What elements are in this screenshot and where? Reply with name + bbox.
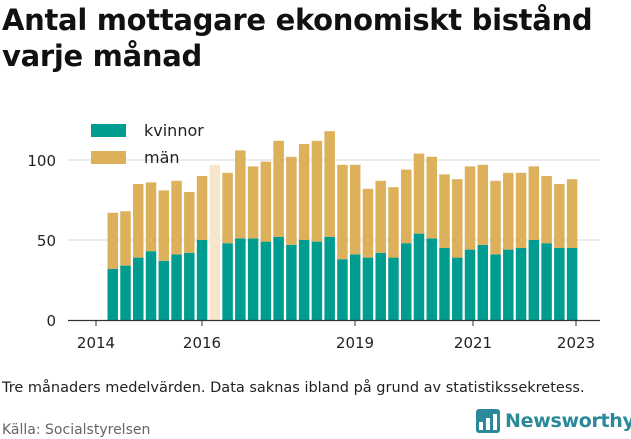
bar-man	[184, 192, 195, 253]
newsworthy-brand[interactable]: Newsworthy	[476, 409, 631, 433]
y-axis-labels: 0 50 100	[27, 152, 56, 330]
bar-man	[273, 140, 284, 237]
bar-man	[388, 187, 399, 258]
x-axis: 2014 2016 2019 2021 2023	[68, 319, 600, 352]
bar-kvinnor	[439, 248, 450, 320]
bar-kvinnor	[515, 248, 527, 320]
bar-man	[490, 180, 501, 255]
brand-name: Newsworthy	[505, 410, 631, 432]
legend-label: män	[144, 148, 180, 167]
legend-swatch	[91, 151, 126, 164]
y-tick-label: 0	[46, 312, 56, 330]
bar-kvinnor	[286, 244, 297, 320]
bar-kvinnor	[273, 236, 284, 320]
bar-kvinnor	[247, 238, 259, 320]
bar-man	[464, 166, 476, 250]
bar-man	[413, 153, 425, 234]
legend-label: kvinnor	[144, 121, 204, 140]
bar-kvinnor	[452, 257, 463, 320]
x-tick-label: 2019	[336, 334, 374, 352]
legend: kvinnor män	[91, 121, 204, 167]
bar-man	[247, 166, 259, 239]
bar-man	[515, 172, 527, 248]
bar-kvinnor	[133, 257, 144, 320]
bar-kvinnor	[337, 259, 348, 320]
bar-kvinnor	[388, 257, 399, 320]
bar-man	[375, 180, 386, 253]
bar-man	[503, 172, 514, 250]
bar-kvinnor	[324, 236, 335, 320]
bar-kvinnor	[107, 268, 118, 320]
bar-man	[362, 188, 374, 258]
bar-man	[158, 190, 170, 261]
bar-man	[298, 144, 310, 240]
bar-kvinnor	[222, 243, 233, 320]
y-tick-label: 100	[27, 152, 56, 170]
y-tick-label: 50	[37, 232, 56, 250]
x-tick-label: 2016	[183, 334, 221, 352]
bar-kvinnor	[311, 241, 323, 320]
bar-man	[235, 150, 246, 239]
newsworthy-logo-icon	[476, 409, 500, 433]
bar-man	[426, 156, 437, 239]
x-tick-label: 2014	[77, 334, 115, 352]
bar-man	[324, 131, 335, 237]
bar-kvinnor	[490, 254, 501, 320]
bar-man	[311, 140, 323, 242]
bar-man	[400, 169, 412, 244]
bar-man	[133, 184, 144, 258]
bar-kvinnor	[477, 244, 489, 320]
bar-kvinnor	[566, 248, 578, 320]
bar-kvinnor	[375, 252, 386, 320]
x-tick-label: 2023	[557, 334, 595, 352]
bar-kvinnor	[196, 240, 208, 320]
missing-data-bars	[209, 164, 221, 320]
bar-kvinnor	[349, 254, 361, 320]
bar-kvinnor	[184, 252, 195, 320]
bar-kvinnor	[528, 240, 540, 320]
bar-kvinnor	[158, 260, 170, 320]
source-label: Källa: Socialstyrelsen	[2, 422, 151, 438]
stacked-bars	[107, 131, 578, 320]
bar-kvinnor	[503, 249, 514, 320]
chart-note: Tre månaders medelvärden. Data saknas ib…	[2, 380, 585, 396]
bar-man	[452, 179, 463, 258]
bar-kvinnor	[400, 243, 412, 320]
bar-man	[196, 176, 208, 240]
bar-man	[107, 212, 118, 269]
bar-kvinnor	[120, 265, 131, 320]
bar-man	[337, 164, 348, 260]
bar-man	[120, 211, 131, 266]
x-tick-label: 2021	[454, 334, 492, 352]
chart-title: Antal mottagare ekonomiskt bistånd varje…	[2, 3, 593, 73]
bar-kvinnor	[554, 248, 565, 320]
bar-kvinnor	[298, 240, 310, 320]
bar-kvinnor	[541, 243, 552, 320]
missing-data-bar	[209, 164, 221, 320]
bar-kvinnor	[464, 249, 476, 320]
bar-man	[260, 161, 272, 242]
bar-man	[541, 176, 552, 244]
bar-kvinnor	[145, 251, 157, 320]
bar-kvinnor	[235, 238, 246, 320]
bar-kvinnor	[362, 257, 374, 320]
bar-man	[566, 179, 578, 248]
bar-man	[439, 174, 450, 248]
bar-kvinnor	[413, 233, 425, 320]
bar-man	[477, 164, 489, 245]
bar-man	[528, 166, 540, 240]
bar-man	[222, 172, 233, 244]
bar-man	[145, 182, 157, 252]
legend-swatch	[91, 124, 126, 137]
bar-kvinnor	[260, 241, 272, 320]
bar-man	[286, 156, 297, 245]
bar-man	[554, 184, 565, 248]
bar-man	[349, 164, 361, 255]
bar-chart: 0 50 100 2014 2016 2019 2021 2023 kvinnor män	[27, 121, 600, 352]
bar-kvinnor	[426, 238, 437, 320]
bar-kvinnor	[171, 254, 182, 320]
bar-man	[171, 180, 182, 255]
